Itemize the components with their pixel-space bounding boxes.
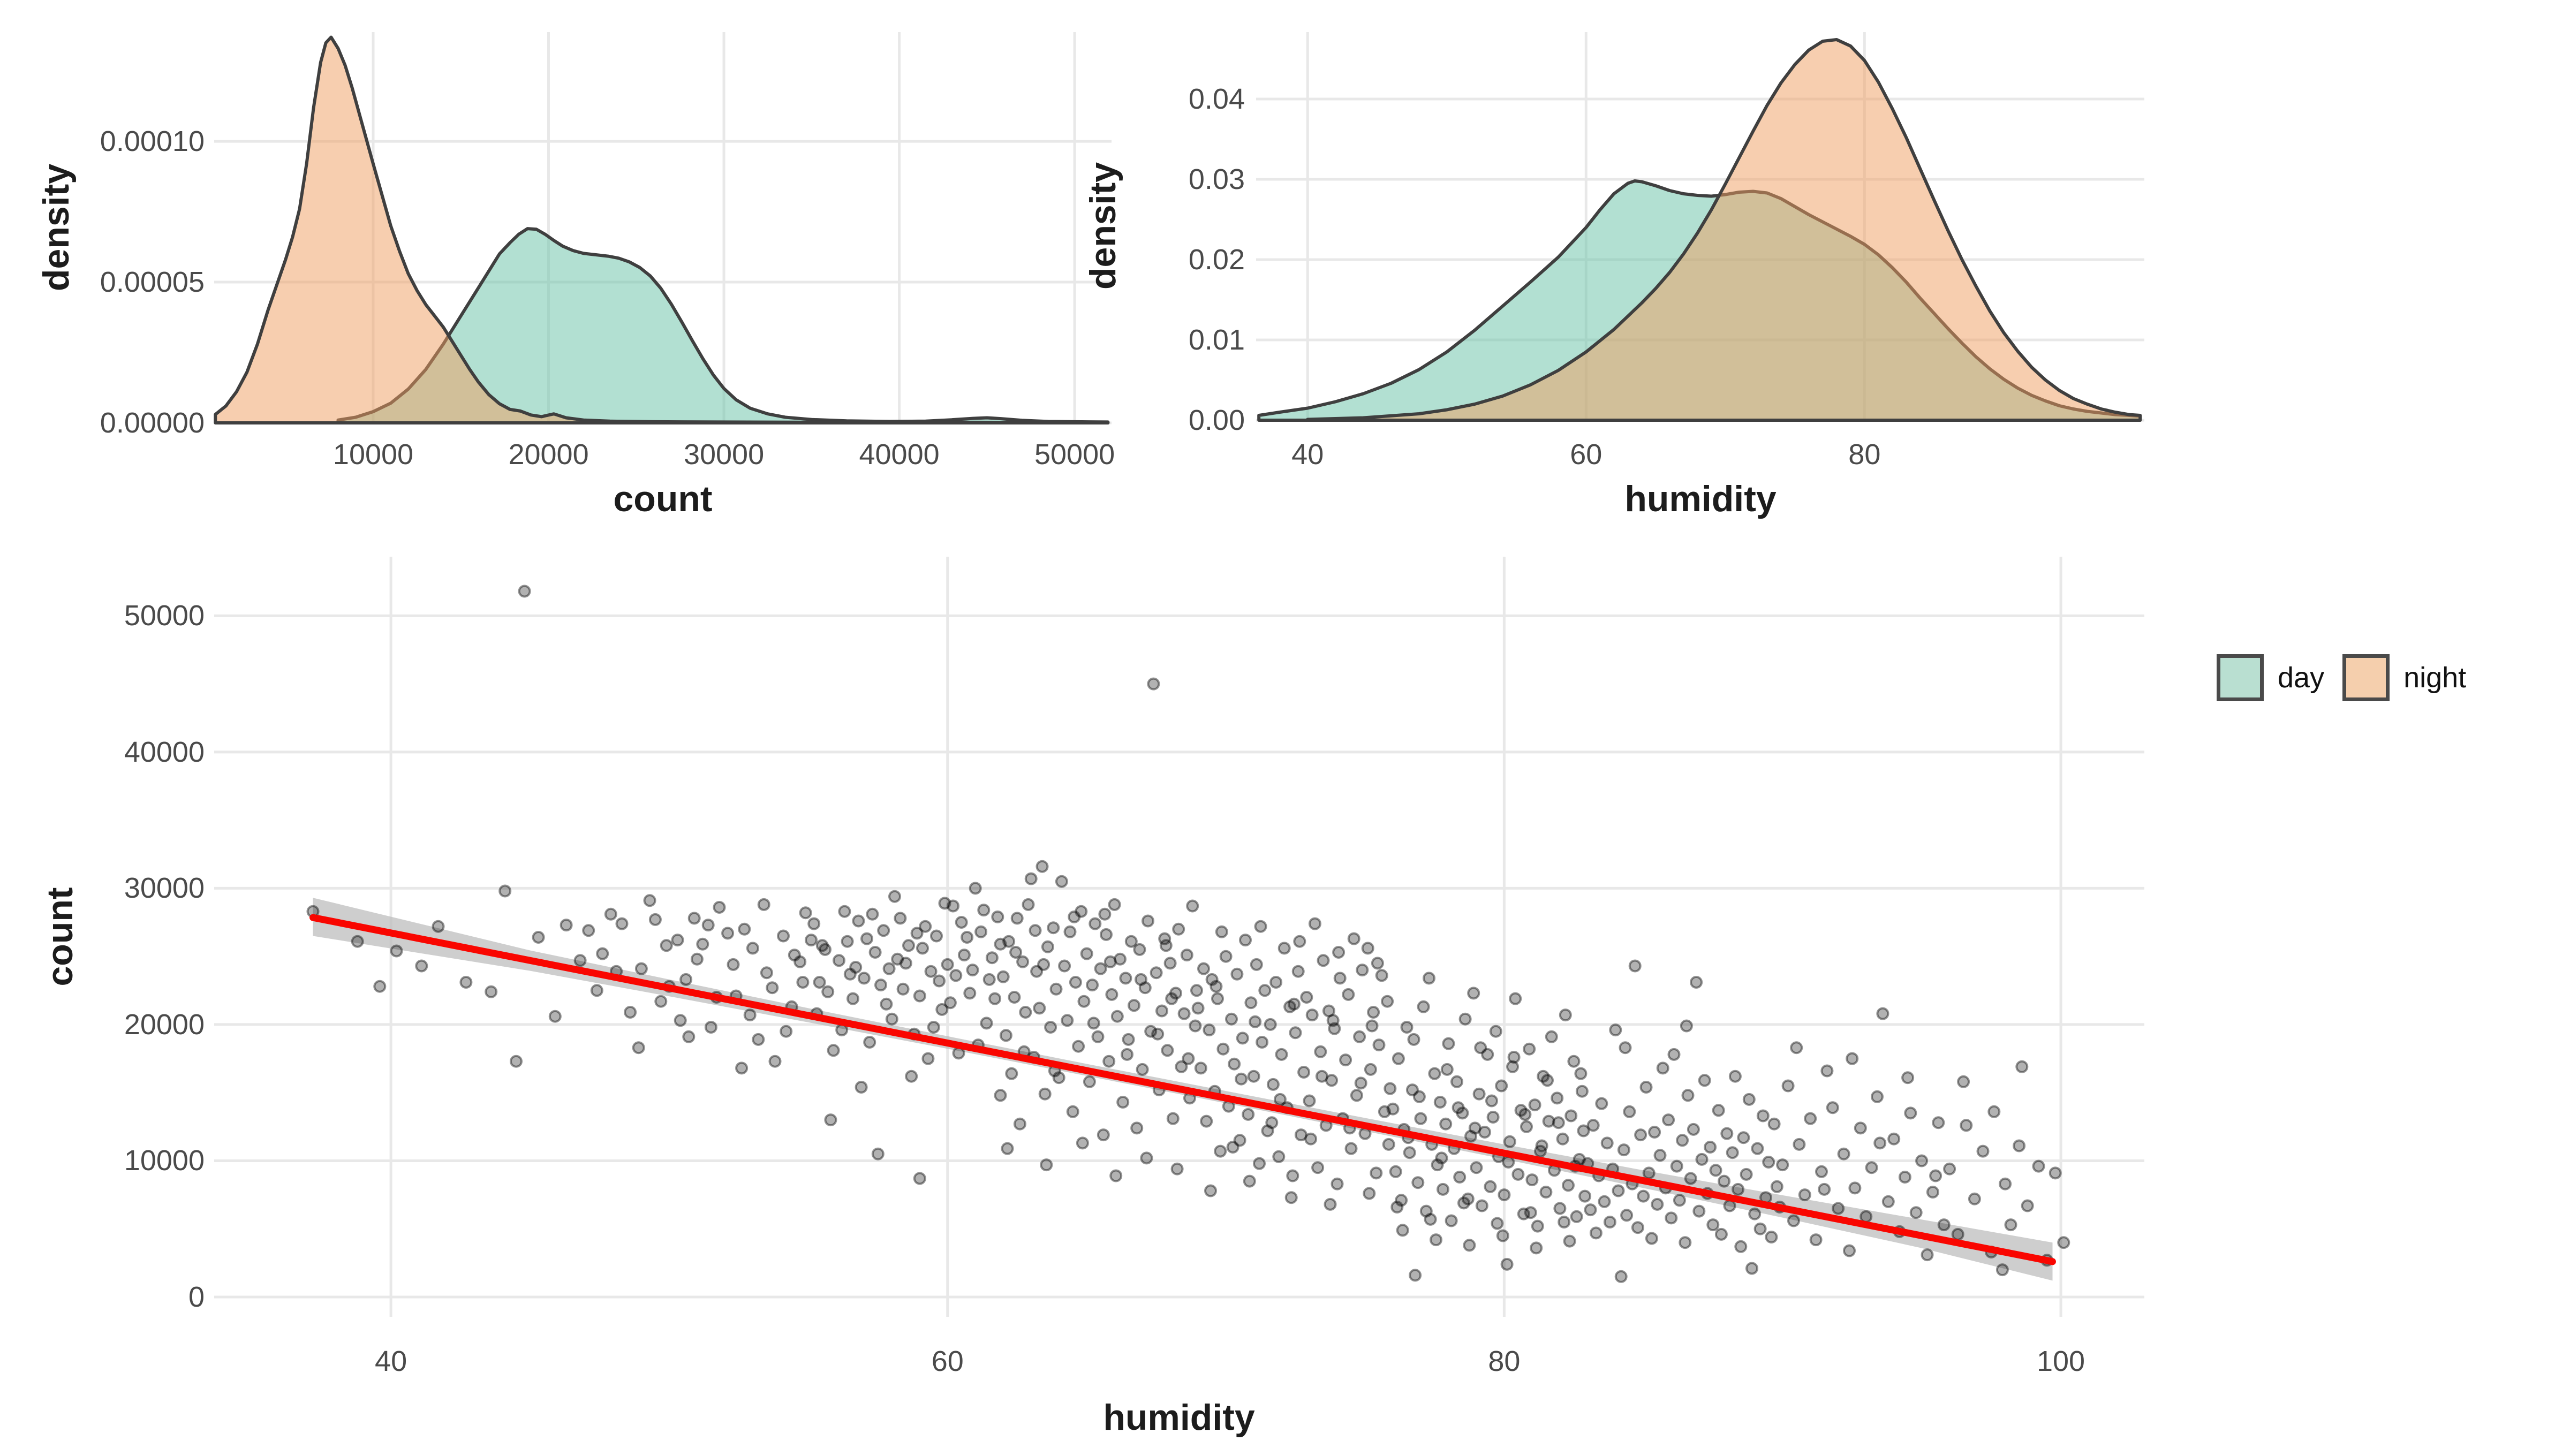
x-tick-label: 40 bbox=[375, 1345, 407, 1377]
y-tick-label: 0.03 bbox=[1188, 163, 1245, 195]
x-tick-label: 40000 bbox=[859, 438, 940, 471]
y-tick-label: 40000 bbox=[124, 735, 205, 768]
scatter-y-axis-title: count bbox=[40, 887, 80, 987]
x-tick-label: 50000 bbox=[1034, 438, 1115, 471]
x-tick-label: 80 bbox=[1488, 1345, 1521, 1377]
x-tick-label: 60 bbox=[931, 1345, 964, 1377]
x-tick-label: 60 bbox=[1570, 438, 1603, 471]
legend-label-day: day bbox=[2278, 662, 2325, 694]
humidity-density-y-axis-title: density bbox=[1083, 162, 1123, 290]
legend-item-day: day bbox=[2217, 654, 2324, 701]
legend: day night bbox=[2217, 654, 2466, 701]
y-tick-label: 10000 bbox=[124, 1144, 205, 1177]
humidity-density-x-axis-title: humidity bbox=[1624, 479, 1777, 519]
y-tick-label: 0.00000 bbox=[100, 407, 205, 439]
day-swatch-icon bbox=[2217, 654, 2264, 701]
x-tick-label: 10000 bbox=[332, 438, 414, 471]
y-tick-label: 0.04 bbox=[1188, 82, 1245, 115]
legend-label-night: night bbox=[2403, 662, 2467, 694]
legend-item-night: night bbox=[2342, 654, 2466, 701]
x-tick-label: 80 bbox=[1848, 438, 1881, 471]
x-tick-label: 40 bbox=[1291, 438, 1324, 471]
night-swatch-icon bbox=[2342, 654, 2390, 701]
y-tick-label: 50000 bbox=[124, 600, 205, 632]
y-tick-label: 0.00 bbox=[1188, 404, 1245, 436]
y-tick-label: 0.01 bbox=[1188, 323, 1245, 356]
x-tick-label: 20000 bbox=[508, 438, 589, 471]
count-density-x-axis-title: count bbox=[613, 479, 713, 519]
x-tick-label: 30000 bbox=[683, 438, 765, 471]
y-tick-label: 0.00005 bbox=[100, 266, 205, 299]
y-tick-label: 0.02 bbox=[1188, 243, 1245, 276]
y-tick-label: 30000 bbox=[124, 872, 205, 905]
scatter-x-axis-title: humidity bbox=[1103, 1397, 1255, 1438]
y-tick-label: 0 bbox=[188, 1280, 205, 1313]
y-tick-label: 20000 bbox=[124, 1008, 205, 1041]
count-density-y-axis-title: density bbox=[36, 163, 77, 292]
y-tick-label: 0.00010 bbox=[100, 125, 205, 158]
x-tick-label: 100 bbox=[2036, 1345, 2085, 1377]
